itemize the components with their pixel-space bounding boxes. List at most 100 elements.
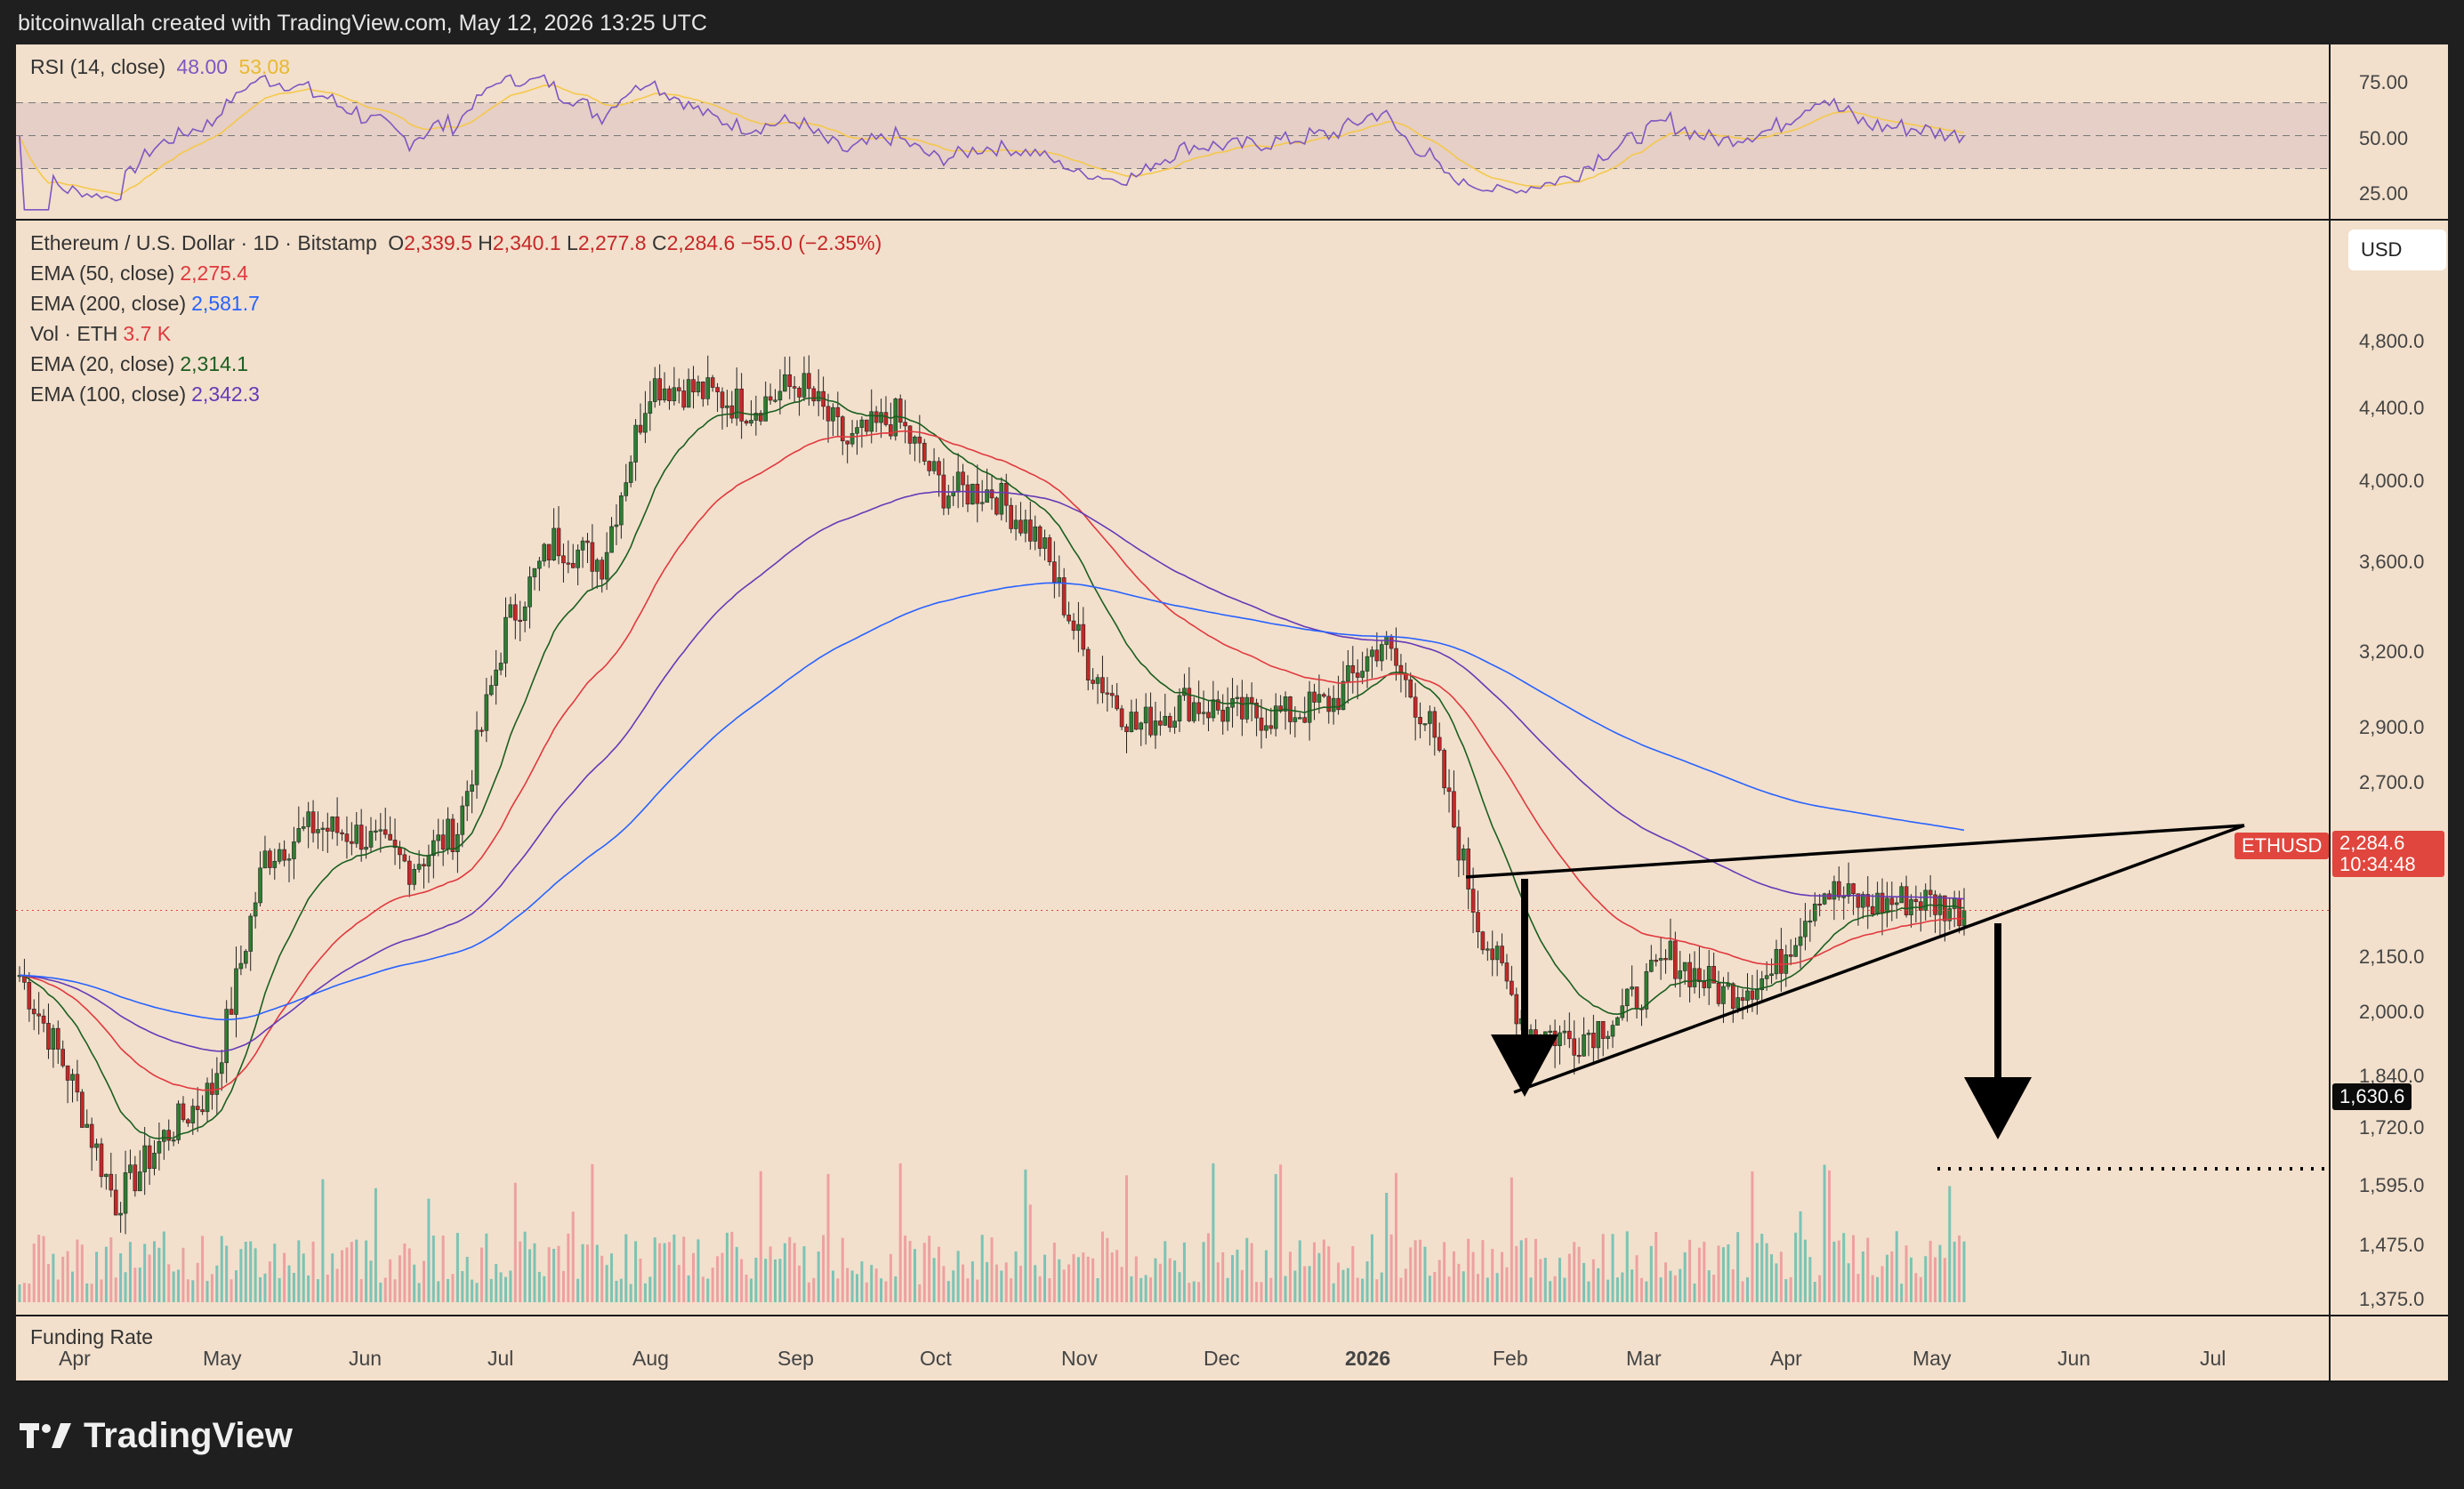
candle-body [1711,965,1716,984]
volume-bar [913,1249,916,1302]
volume-bar [629,1284,632,1302]
volume-bar [1669,1270,1672,1302]
indicator-ema20[interactable]: EMA (20, close) 2,314.1 [30,352,249,375]
volume-bar [1168,1258,1172,1302]
volume-bar [56,1279,60,1302]
volume-bar [648,1276,652,1302]
candle-body [556,527,561,557]
volume-bar [860,1261,864,1302]
candle-body [320,827,326,830]
candle-body [1211,699,1216,719]
candle-body [931,461,937,471]
candle-body [566,562,571,565]
arrow-head [1491,1034,1558,1097]
candle-body [1206,712,1211,719]
funding-rate-pane[interactable]: Funding Rate [16,1316,2329,1380]
volume-bar [104,1246,108,1302]
volume-bar [980,1235,984,1302]
volume-bar [297,1240,301,1302]
candle-body [1562,1030,1567,1034]
candle-body [1846,883,1851,897]
volume-bar [1563,1277,1566,1302]
main-price-pane[interactable]: Ethereum / U.S. Dollar · 1D · Bitstamp O… [16,221,2329,1315]
candle-body [705,377,711,399]
volume-bar [976,1279,979,1302]
pane-divider[interactable] [16,1315,2448,1316]
indicator-ema200[interactable]: EMA (200, close) 2,581.7 [30,292,260,315]
candle-body [1919,901,1923,911]
candle-body [840,416,845,442]
candle-body [999,483,1004,515]
volume-bar [350,1242,353,1302]
candle-body [1832,881,1837,900]
volume-bar [128,1242,132,1302]
tradingview-logo: TradingView [20,1416,293,1456]
volume-bar [1943,1258,1946,1302]
volume-bar [880,1278,883,1302]
candle-body [811,388,817,402]
candle-body [503,616,508,664]
ema20-line [19,397,1965,1139]
candle-body [27,982,32,1010]
currency-selector[interactable]: USD [2348,229,2446,270]
volume-bar [745,1275,748,1302]
candle-body [797,388,801,398]
time-tick: May [1912,1347,1952,1370]
main-legend[interactable]: Ethereum / U.S. Dollar · 1D · Bitstamp O… [30,228,887,409]
rsi-pane[interactable]: RSI (14, close) 48.00 53.08 [16,44,2329,219]
candle-body [927,461,931,471]
candle-body [1865,894,1871,907]
volume-bar [1895,1231,1898,1302]
candle-body [783,374,787,392]
candle-body [1013,519,1019,529]
volume-bar [1072,1253,1075,1302]
candle-body [210,1083,214,1095]
candle-body [316,829,320,833]
volume-bar [177,1269,181,1302]
candle-body [1706,965,1711,988]
volume-bar [1659,1277,1663,1302]
candle-body [816,390,821,402]
candle-body [133,1164,138,1192]
volume-bar [581,1244,584,1302]
volume-bar [1529,1277,1533,1302]
volume-bar [1028,1204,1032,1302]
pane-divider[interactable] [16,219,2448,221]
candle-body [1673,940,1678,979]
volume-bar [1491,1249,1494,1302]
candle-body [398,847,402,856]
volume-bar [730,1231,734,1302]
candle-body [60,1049,65,1066]
volume-bar [1495,1273,1499,1302]
candle-body [176,1103,181,1140]
volume-bar [292,1272,295,1302]
volume-bar [721,1252,724,1302]
candle-body [633,424,638,463]
candle-body [200,1109,205,1113]
candle-body [1067,615,1071,622]
volume-bar [1091,1258,1095,1302]
volume-bar [1380,1272,1383,1302]
indicator-ema100[interactable]: EMA (100, close) 2,342.3 [30,382,260,406]
indicator-volume[interactable]: Vol · ETH 3.7 K [30,322,172,345]
funding-rate-label: Funding Rate [30,1325,154,1348]
candle-body [1360,671,1365,678]
volume-bar [1929,1240,1932,1302]
candle-body [1336,697,1341,711]
candle-body [1201,712,1206,714]
volume-bar [1823,1164,1826,1302]
candle-body [440,834,446,850]
rsi-legend[interactable]: RSI (14, close) 48.00 53.08 [30,52,295,82]
volume-bar [143,1244,147,1302]
candle-body [1697,968,1702,983]
candle-body [1413,696,1418,718]
candle-body [979,502,985,504]
candle-body [1952,897,1957,909]
volume-bar [403,1243,407,1302]
volume-bar [341,1250,344,1302]
volume-bar [172,1271,175,1302]
price-scale[interactable]: 75.00 50.00 25.00 [2331,44,2448,1382]
indicator-ema50[interactable]: EMA (50, close) 2,275.4 [30,262,249,285]
volume-bar [1447,1276,1451,1302]
volume-bar [1847,1263,1850,1302]
